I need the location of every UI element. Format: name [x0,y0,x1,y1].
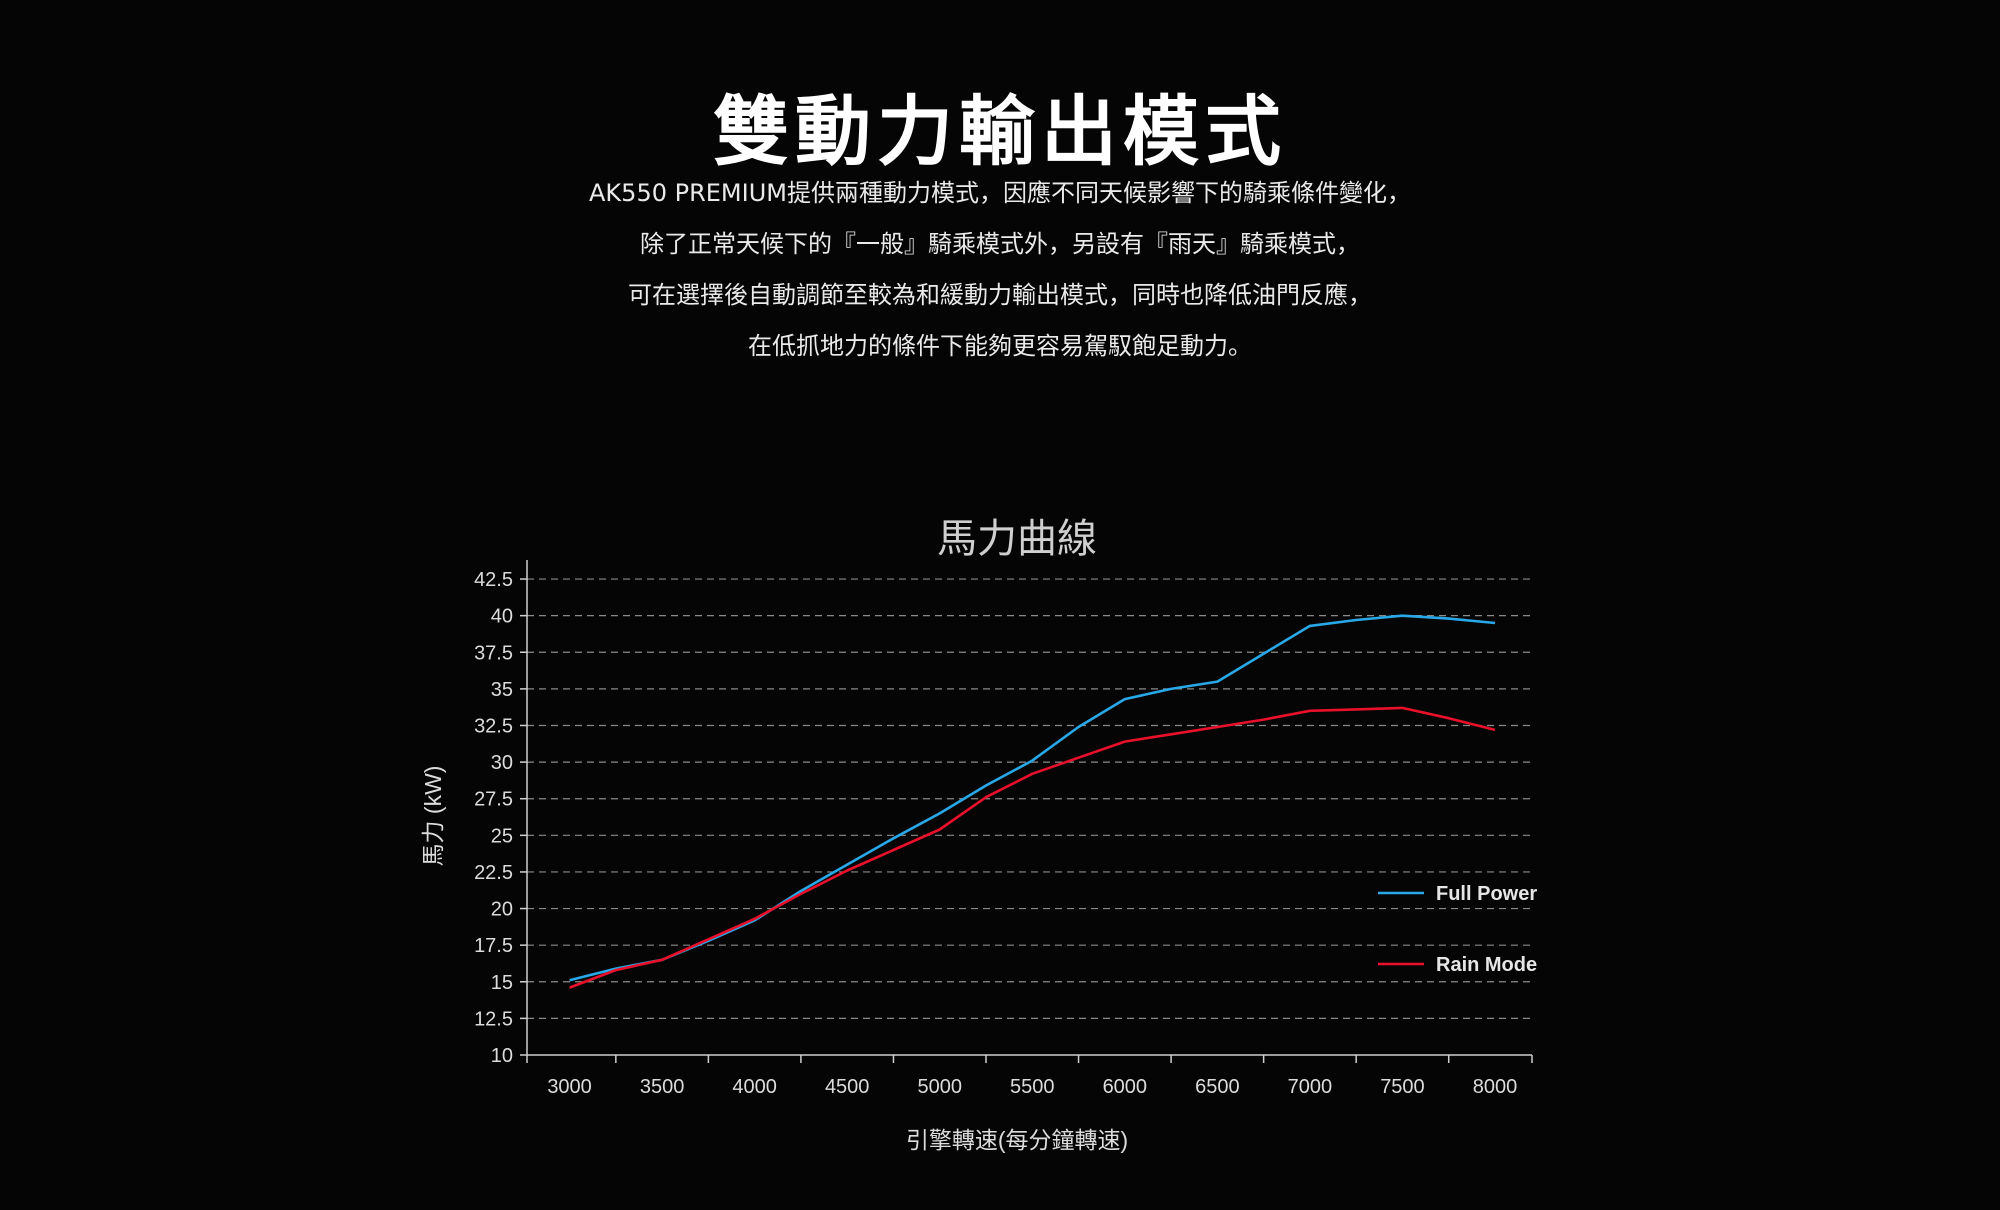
x-tick-label: 5500 [1010,1076,1055,1098]
y-tick-label: 17.5 [474,935,513,957]
y-tick-label: 10 [491,1045,513,1067]
series-line [569,706,1496,989]
y-tick-label: 30 [491,752,513,774]
y-tick-label: 15 [491,972,513,994]
x-tick-label: 7000 [1288,1076,1333,1098]
y-tick-label: 22.5 [474,862,513,884]
legend-label: Rain Mode [1436,954,1537,976]
intro-line: 除了正常天候下的『一般』騎乘模式外，另設有『雨天』騎乘模式， [640,230,1360,258]
x-tick-label: 4500 [825,1076,870,1098]
y-tick-label: 32.5 [474,715,513,737]
x-tick-label: 6500 [1195,1076,1240,1098]
legend-label: Full Power [1436,883,1537,905]
x-tick-label: 6000 [1103,1076,1148,1098]
y-tick-label: 40 [491,606,513,628]
chart-title: 馬力曲線 [937,517,1097,561]
series-line [569,614,1496,982]
x-tick-label: 8000 [1473,1076,1518,1098]
series [569,614,1496,989]
y-tick-label: 20 [491,899,513,921]
intro-line: AK550 PREMIUM提供兩種動力模式，因應不同天候影響下的騎乘條件變化， [589,179,1411,207]
x-tick-label: 4000 [732,1076,777,1098]
x-axis-label: 引擎轉速(每分鐘轉速) [906,1127,1128,1153]
y-tick-label: 27.5 [474,789,513,811]
axes: 10 12.5 15 17.5 20 22.5 25 27.5 30 32.5 35 37.5 40 42… [474,560,1533,1098]
y-tick-label: 35 [491,679,513,701]
intro-paragraph: AK550 PREMIUM提供兩種動力模式，因應不同天候影響下的騎乘條件變化， … [0,168,2000,372]
x-tick-label: 3500 [640,1076,685,1098]
y-tick-label: 42.5 [474,569,513,591]
y-axis-label: 馬力 (kW) [420,766,446,867]
intro-line: 在低抓地力的條件下能夠更容易駕馭飽足動力。 [748,332,1252,360]
legend: Full Power Rain Mode [1378,883,1537,976]
x-tick-label: 3000 [547,1076,592,1098]
x-tick-label: 7500 [1380,1076,1425,1098]
y-tick-label: 37.5 [474,642,513,664]
x-tick-label: 5000 [917,1076,962,1098]
page-title: 雙動力輸出模式 [713,87,1287,176]
intro-line: 可在選擇後自動調節至較為和緩動力輸出模式，同時也降低油門反應， [628,281,1372,309]
y-tick-label: 12.5 [474,1008,513,1030]
y-tick-label: 25 [491,825,513,847]
